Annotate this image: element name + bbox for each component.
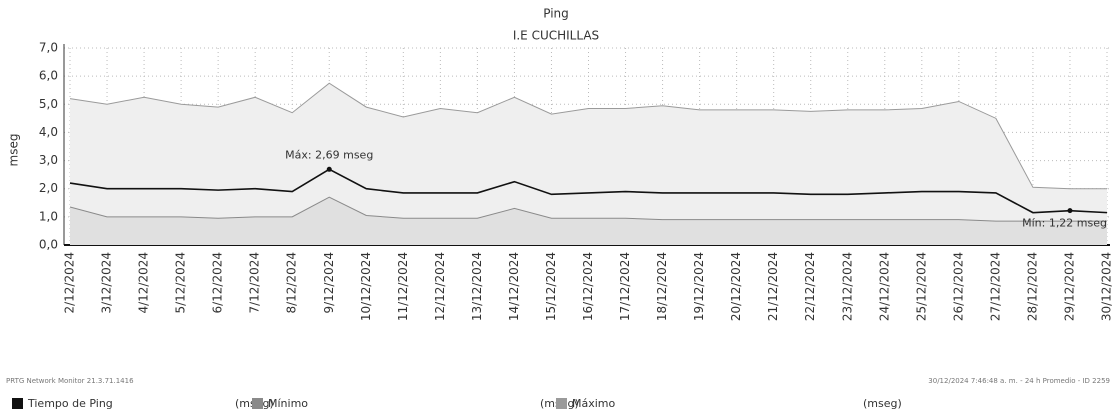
chart-subtitle: I.E CUCHILLAS [513,29,599,43]
x-tick-label: 12/12/2024 [433,252,447,321]
x-tick-label: 5/12/2024 [174,252,188,314]
annotation-marker [326,166,332,172]
x-tick-label: 19/12/2024 [692,252,706,321]
y-axis-label: mseg [7,134,21,167]
footer-left: PRTG Network Monitor 21.3.71.1416 [6,377,134,385]
y-tick-label: 3,0 [39,153,58,167]
x-tick-label: 22/12/2024 [803,252,817,321]
x-tick-label: 3/12/2024 [100,252,114,314]
x-tick-label: 28/12/2024 [1025,252,1039,321]
y-tick-label: 1,0 [39,209,58,223]
legend-unit: (mseg) [863,397,902,410]
x-tick-label: 13/12/2024 [470,252,484,321]
x-tick-label: 4/12/2024 [137,252,151,314]
annotation: Mín: 1,22 mseg [1022,217,1107,230]
legend-label: Tiempo de Ping [27,397,113,410]
series-line [69,168,1108,214]
legend-swatch [556,398,567,409]
y-tick-label: 4,0 [39,125,58,139]
annotation-marker [1067,208,1073,214]
y-tick-label: 5,0 [39,97,58,111]
y-tick-label: 2,0 [39,181,58,195]
series-line [69,196,1107,222]
legend-label: Mínimo [268,397,308,410]
x-tick-label: 18/12/2024 [655,252,669,321]
x-tick-label: 9/12/2024 [322,252,336,314]
x-tick-label: 24/12/2024 [877,252,891,321]
footer-right: 30/12/2024 7:46:48 a. m. - 24 h Promedio… [928,377,1110,385]
x-tick-label: 26/12/2024 [951,252,965,321]
x-tick-label: 16/12/2024 [581,252,595,321]
y-tick-label: 7,0 [39,41,58,55]
legend-swatch [252,398,263,409]
annotation: Máx: 2,69 mseg [285,148,373,161]
x-tick-label: 29/12/2024 [1062,252,1076,321]
x-tick-label: 10/12/2024 [359,252,373,321]
x-tick-label: 7/12/2024 [248,252,262,314]
y-tick-label: 6,0 [39,69,58,83]
x-tick-label: 20/12/2024 [729,252,743,321]
x-tick-label: 23/12/2024 [840,252,854,321]
x-tick-label: 17/12/2024 [618,252,632,321]
legend-swatch [12,398,23,409]
x-tick-label: 2/12/2024 [63,252,77,314]
x-tick-label: 14/12/2024 [507,252,521,321]
y-tick-label: 0,0 [39,238,58,252]
x-tick-label: 15/12/2024 [544,252,558,321]
x-tick-label: 30/12/2024 [1100,252,1114,321]
x-tick-label: 25/12/2024 [914,252,928,321]
x-tick-label: 11/12/2024 [396,252,410,321]
series-line [69,82,1107,190]
x-tick-label: 27/12/2024 [988,252,1002,321]
chart-title: Ping [543,7,569,21]
x-tick-label: 8/12/2024 [285,252,299,314]
legend-label: Máximo [572,397,616,410]
series-area [70,197,1107,245]
x-tick-label: 21/12/2024 [766,252,780,321]
x-tick-label: 6/12/2024 [211,252,225,314]
